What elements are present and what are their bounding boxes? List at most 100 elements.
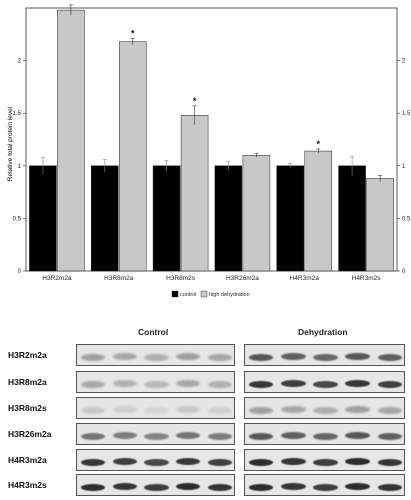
control-group-title: Control bbox=[138, 327, 169, 337]
blot-band bbox=[248, 433, 274, 440]
y-tick-label-right: 1.5 bbox=[402, 111, 411, 117]
blot-band bbox=[176, 380, 201, 387]
blot-strip-control bbox=[76, 474, 235, 496]
bar-dehydration bbox=[366, 178, 394, 272]
blot-band bbox=[208, 484, 233, 491]
significance-marker: * bbox=[69, 0, 73, 5]
blot-band bbox=[112, 353, 137, 360]
blot-band bbox=[208, 407, 233, 414]
blot-band bbox=[313, 407, 338, 414]
bar-dehydration bbox=[57, 9, 85, 272]
blot-band bbox=[112, 432, 137, 439]
plot-frame bbox=[25, 7, 398, 272]
y-tick-label-left: 2 bbox=[18, 59, 22, 65]
legend-label: high dehydration bbox=[209, 292, 250, 298]
blot-band bbox=[112, 483, 137, 490]
blot-band bbox=[80, 484, 105, 491]
bar-control bbox=[29, 165, 57, 272]
blot-strip-control bbox=[76, 449, 235, 471]
legend-label: control bbox=[180, 292, 197, 298]
blot-band bbox=[208, 459, 233, 466]
bar-dehydration bbox=[304, 150, 332, 272]
y-tick-label-left: 0 bbox=[18, 269, 22, 275]
blot-band bbox=[176, 458, 201, 465]
x-category-label: H3R2m2a bbox=[42, 275, 72, 282]
blot-strip-dehydration bbox=[244, 423, 405, 445]
blot-band bbox=[281, 406, 306, 413]
blot-band bbox=[248, 484, 274, 491]
blot-strip-dehydration bbox=[244, 474, 405, 496]
bar-dehydration bbox=[180, 115, 209, 272]
blot-strip-control bbox=[76, 423, 235, 445]
bar-control bbox=[152, 165, 181, 272]
blot-band bbox=[313, 354, 338, 361]
blot-band bbox=[112, 458, 137, 465]
blot-band bbox=[80, 381, 105, 388]
blot-row: H3R8m2s bbox=[0, 397, 411, 421]
legend-swatch bbox=[200, 290, 208, 298]
bar-control bbox=[91, 165, 119, 272]
blot-strip-dehydration bbox=[244, 397, 405, 419]
significance-marker: * bbox=[131, 29, 135, 39]
dehydration-group-title: Dehydration bbox=[298, 327, 348, 337]
blot-band bbox=[345, 432, 370, 439]
y-tick-label-right: 2 bbox=[402, 59, 406, 65]
blot-band bbox=[377, 484, 403, 491]
blot-band bbox=[112, 406, 137, 413]
blot-row-label: H4R3m2s bbox=[8, 480, 47, 490]
blot-band bbox=[176, 353, 201, 360]
blot-band bbox=[377, 407, 403, 414]
significance-marker: * bbox=[193, 96, 197, 106]
x-category-label: H3R8m2a bbox=[104, 275, 134, 282]
blot-band bbox=[377, 433, 403, 440]
y-tick-label-right: 0.5 bbox=[402, 216, 411, 222]
bar-control bbox=[276, 165, 304, 272]
blot-band bbox=[377, 354, 403, 361]
blot-band bbox=[345, 483, 370, 490]
blot-band bbox=[176, 483, 201, 490]
blot-strip-control bbox=[76, 344, 235, 366]
x-category-label: H4R3m2a bbox=[290, 275, 320, 282]
significance-marker: * bbox=[316, 139, 320, 149]
blot-band bbox=[176, 432, 201, 439]
blot-band bbox=[377, 381, 403, 388]
bar-control bbox=[338, 165, 366, 272]
bar-control bbox=[214, 165, 243, 272]
blot-strip-dehydration bbox=[244, 449, 405, 471]
blot-band bbox=[345, 458, 370, 465]
blot-band bbox=[281, 353, 306, 360]
blot-band bbox=[144, 433, 169, 440]
blot-band bbox=[313, 433, 338, 440]
y-tick-label-right: 1 bbox=[402, 164, 406, 170]
blot-row: H3R26m2a bbox=[0, 423, 411, 447]
blot-band bbox=[345, 380, 370, 387]
blot-row: H3R8m2a bbox=[0, 371, 411, 395]
blot-row: H3R2m2a bbox=[0, 344, 411, 368]
blot-band bbox=[80, 433, 105, 440]
blot-band bbox=[248, 459, 274, 466]
x-category-label: H4R3m2s bbox=[352, 275, 382, 282]
bar-dehydration bbox=[119, 41, 147, 272]
blot-row: H4R3m2s bbox=[0, 474, 411, 498]
blot-band bbox=[112, 380, 137, 387]
blot-row-label: H3R8m2a bbox=[8, 377, 47, 387]
legend-swatch bbox=[171, 290, 179, 298]
blot-band bbox=[248, 407, 274, 414]
chart-bars: * H3R2m2a * H3R8m2a * H3R8m2s H3R26m2a * H4R3m2a… bbox=[29, 0, 394, 282]
y-tick-label-left: 1 bbox=[18, 164, 22, 170]
blot-band bbox=[345, 406, 370, 413]
blot-row: H4R3m2a bbox=[0, 449, 411, 473]
blot-band bbox=[345, 353, 370, 360]
blot-row-label: H3R2m2a bbox=[8, 350, 47, 360]
blot-band bbox=[313, 459, 338, 466]
chart-legend: control high dehydration bbox=[171, 290, 250, 298]
blot-band bbox=[80, 459, 105, 466]
blot-band bbox=[208, 354, 233, 361]
blot-strip-control bbox=[76, 397, 235, 419]
blot-row-label: H4R3m2a bbox=[8, 455, 47, 465]
blot-band bbox=[313, 484, 338, 491]
blot-band bbox=[144, 484, 169, 491]
y-tick-label-left: 0.5 bbox=[13, 216, 22, 222]
bar-chart: 0 0 0.5 0.5 1 1 1.5 1.5 2 2 * H3R2m2a * H3R8m2a * H3R8… bbox=[7, 0, 411, 298]
blot-band bbox=[208, 381, 233, 388]
